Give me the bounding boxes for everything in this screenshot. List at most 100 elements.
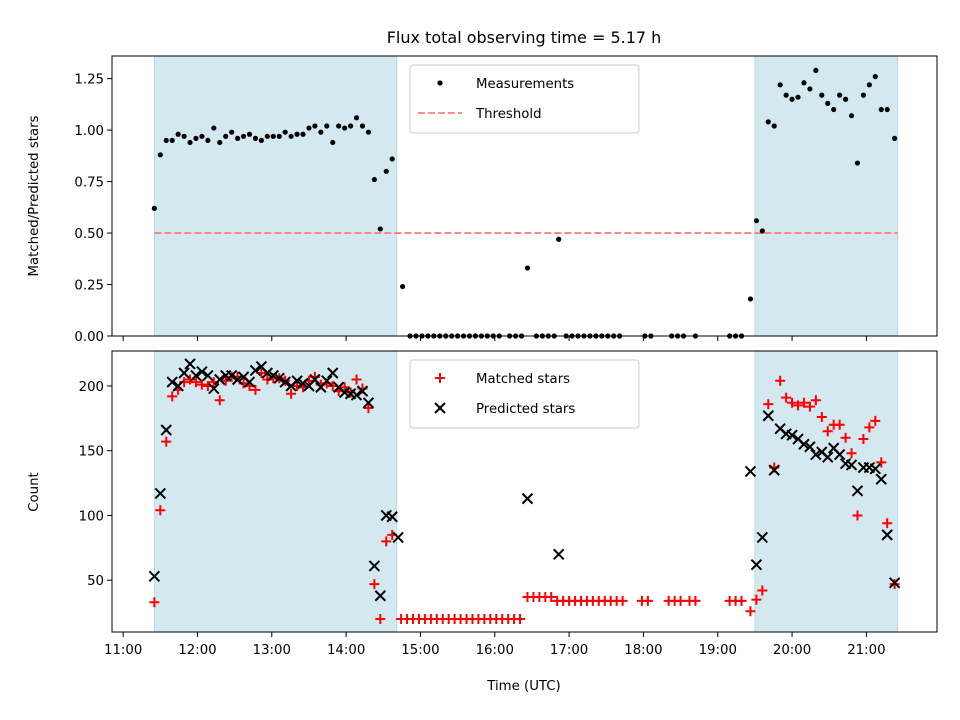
legend-marker-matched <box>435 373 445 383</box>
matched-stars-point <box>351 374 362 385</box>
predicted-stars-point <box>881 529 893 541</box>
measurement-point <box>187 139 193 146</box>
predicted-stars-point <box>261 367 274 379</box>
observing-window <box>754 56 898 336</box>
matched-stars-point <box>804 401 815 412</box>
predicted-stars-point <box>750 558 763 571</box>
measurement-point <box>359 123 366 129</box>
matched-stars-point <box>161 436 172 447</box>
matched-stars-point <box>736 595 747 606</box>
predicted-stars-point <box>822 451 834 463</box>
measurement-point <box>270 133 276 139</box>
measurement-point <box>842 96 849 102</box>
measurement-point <box>872 73 878 80</box>
measurement-point <box>151 205 157 211</box>
y-tick-label: 0.75 <box>74 176 104 191</box>
legend-label: Measurements <box>476 77 574 92</box>
predicted-stars-point <box>309 373 321 386</box>
predicted-stars-point <box>888 577 901 589</box>
measurement-point <box>878 106 884 113</box>
measurement-panel: 0.00 0.25 0.50 0.75 1.00 1.25 Measurements Thre… <box>74 55 938 345</box>
y-tick-label: 0.25 <box>74 279 104 294</box>
measurement-point <box>223 133 229 139</box>
predicted-stars-point <box>297 377 309 390</box>
matched-stars-point <box>870 415 881 426</box>
measurement-point <box>848 113 855 119</box>
matched-stars-point <box>846 448 857 459</box>
predicted-stars-point <box>762 410 774 422</box>
predicted-stars-point <box>804 441 816 453</box>
measurement-point <box>801 80 807 86</box>
matched-stars-point <box>515 614 526 625</box>
y-tick-label: 1.00 <box>74 124 104 139</box>
measurement-point <box>371 176 377 183</box>
matched-stars-point <box>214 395 225 406</box>
matched-stars-point <box>834 419 845 430</box>
matched-stars-point <box>381 536 392 547</box>
measurement-point <box>294 131 300 137</box>
y-tick-label: 150 <box>79 445 104 460</box>
legend-label: Matched stars <box>476 372 570 387</box>
measurement-point <box>276 133 282 139</box>
measurement-point <box>777 82 783 88</box>
predicted-stars-point <box>249 364 262 377</box>
measurement-point <box>795 94 801 100</box>
measurement-point <box>771 123 777 129</box>
y-tick-label: 1.25 <box>74 73 104 88</box>
predicted-stars-point <box>744 465 757 478</box>
measurement-point <box>163 137 169 144</box>
y-tick-label: 0.00 <box>74 330 104 345</box>
predicted-stars-point <box>190 369 202 382</box>
measurement-point <box>312 123 318 129</box>
predicted-stars-point <box>833 448 846 461</box>
matched-stars-point <box>690 595 701 606</box>
legend-marker-predicted <box>434 402 446 414</box>
matched-stars-point <box>822 426 833 437</box>
measurement-point <box>342 125 348 131</box>
x-tick-label: 11:00 <box>104 643 142 658</box>
matched-stars-point <box>642 595 653 606</box>
measurement-point <box>169 137 175 144</box>
predicted-stars-point <box>810 448 822 461</box>
predicted-stars-point <box>148 570 161 583</box>
bottom-y-axis-title: Count <box>27 472 42 512</box>
measurement-point <box>199 133 205 139</box>
predicted-stars-point <box>184 358 196 370</box>
measurement-point <box>831 106 837 113</box>
predicted-stars-point <box>756 531 769 544</box>
observing-window <box>754 351 898 632</box>
measurement-point <box>753 218 759 224</box>
measurement-point <box>400 283 406 290</box>
x-tick-label: 21:00 <box>847 643 885 658</box>
observing-window <box>154 351 397 632</box>
measurement-point <box>807 86 813 92</box>
chart-title: Flux total observing time = 5.17 h <box>387 28 662 47</box>
predicted-stars-point <box>154 487 167 500</box>
predicted-stars-point <box>356 385 369 397</box>
predicted-stars-point <box>166 376 178 388</box>
predicted-stars-point <box>160 424 172 436</box>
measurement-point <box>217 139 223 146</box>
measurement-point <box>235 135 241 141</box>
x-tick-label: 14:00 <box>327 643 365 658</box>
matched-stars-point <box>339 382 350 393</box>
measurement-point <box>892 135 898 141</box>
measurement-point <box>860 92 867 98</box>
measurement-point <box>193 135 199 141</box>
matched-stars-point <box>675 595 686 606</box>
matched-stars-point <box>816 412 827 423</box>
predicted-stars-point <box>521 492 534 505</box>
legend: Measurements Threshold <box>409 64 640 134</box>
legend-label: Threshold <box>475 107 542 122</box>
predicted-stars-point <box>374 590 387 602</box>
legend-frame <box>409 359 640 429</box>
predicted-stars-point <box>178 367 190 379</box>
y-tick-label: 100 <box>79 509 104 524</box>
y-tick-label: 50 <box>87 574 104 589</box>
matched-stars-point <box>763 399 774 410</box>
matched-stars-point <box>149 597 160 608</box>
predicted-stars-point <box>202 369 214 382</box>
measurement-point <box>825 100 831 106</box>
predicted-stars-point <box>172 380 184 392</box>
